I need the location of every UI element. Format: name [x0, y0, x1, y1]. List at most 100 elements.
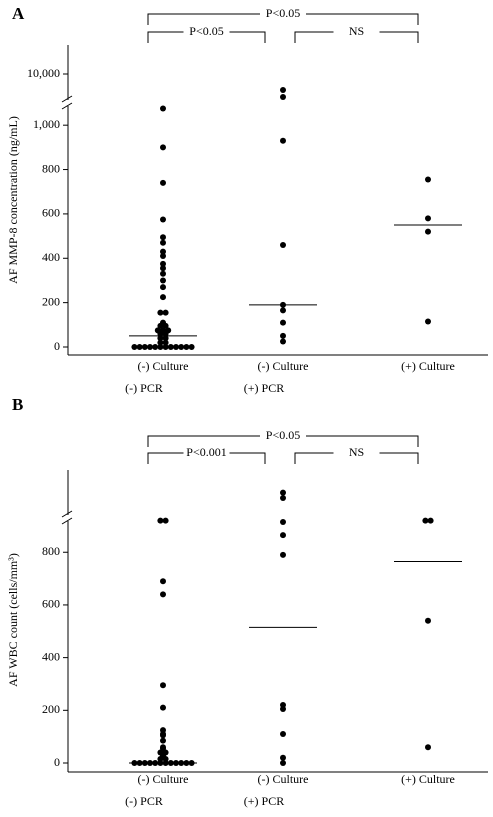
- data-point: [427, 517, 434, 524]
- y-tick-label: 400: [42, 250, 60, 264]
- data-point: [160, 284, 166, 291]
- bracket-label: P<0.05: [266, 428, 300, 442]
- data-point: [160, 260, 166, 267]
- bracket: [147, 452, 266, 464]
- bracket-label: P<0.001: [186, 445, 226, 459]
- data-point: [280, 332, 286, 339]
- data-point: [160, 578, 166, 585]
- y-axis-label: AF WBC count (cells/mm³): [6, 553, 20, 687]
- data-point: [160, 732, 166, 739]
- data-point: [280, 94, 286, 101]
- data-point: [160, 216, 166, 223]
- bracket: [147, 13, 419, 25]
- data-point: [280, 518, 286, 525]
- data-point: [162, 330, 169, 337]
- data-point: [280, 731, 286, 738]
- data-point: [280, 241, 286, 248]
- data-point: [160, 737, 166, 744]
- data-point: [160, 179, 166, 186]
- data-point: [188, 344, 195, 350]
- y-tick-label: 1,000: [33, 117, 60, 131]
- data-point: [157, 339, 164, 346]
- x-tick-label: (-) Culture: [258, 772, 309, 786]
- bracket-label: P<0.05: [266, 6, 300, 20]
- x-tick-label: (-) Culture: [138, 359, 189, 373]
- data-point: [162, 344, 169, 350]
- y-tick-label: 0: [54, 339, 60, 353]
- y-tick-label: 600: [42, 206, 60, 220]
- axis-break: [61, 102, 73, 110]
- bracket-label: NS: [349, 445, 364, 459]
- axis-break: [61, 510, 73, 518]
- x-tick-label: (+) Culture: [401, 772, 455, 786]
- data-point: [280, 307, 286, 314]
- data-point: [160, 270, 166, 277]
- y-axis-label: AF MMP-8 concentration (ng/mL): [6, 116, 20, 284]
- bracket-label: NS: [349, 24, 364, 38]
- data-point: [162, 322, 169, 329]
- data-point: [425, 176, 431, 183]
- x-tick-label: (+) Culture: [401, 359, 455, 373]
- bracket: [147, 435, 419, 447]
- data-point: [280, 87, 286, 94]
- data-point: [425, 215, 431, 222]
- data-point: [280, 495, 286, 501]
- axis-break: [61, 95, 73, 103]
- data-point: [157, 517, 164, 524]
- data-point: [160, 682, 166, 689]
- data-point: [280, 754, 286, 761]
- panel-label: A: [12, 4, 25, 23]
- data-point: [157, 309, 164, 316]
- x-tick-sublabel: (-) PCR: [125, 381, 163, 395]
- bracket: [147, 31, 266, 43]
- y-tick-label: 800: [42, 544, 60, 558]
- bracket-label: P<0.05: [189, 24, 223, 38]
- data-point: [160, 265, 166, 272]
- data-point: [280, 489, 286, 496]
- data-point: [280, 338, 286, 345]
- data-point: [167, 344, 174, 350]
- bracket: [294, 31, 419, 43]
- data-point: [280, 137, 286, 144]
- data-point: [178, 344, 185, 350]
- x-tick-label: (-) Culture: [138, 772, 189, 786]
- y-tick-label: 0: [54, 755, 60, 769]
- data-point: [160, 253, 166, 260]
- data-point: [157, 344, 164, 350]
- data-point: [160, 591, 166, 598]
- data-point: [136, 344, 143, 350]
- axis-break: [61, 517, 73, 525]
- data-point: [162, 339, 169, 346]
- data-point: [160, 704, 166, 711]
- panel-label: B: [12, 395, 23, 414]
- data-point: [162, 335, 169, 342]
- data-point: [141, 344, 148, 350]
- data-point: [160, 248, 166, 255]
- data-point: [160, 234, 166, 241]
- data-point: [157, 335, 164, 342]
- data-point: [425, 318, 431, 325]
- data-point: [425, 617, 431, 624]
- y-tick-label: 400: [42, 649, 60, 663]
- data-point: [173, 344, 179, 350]
- data-point: [160, 294, 166, 301]
- data-point: [280, 551, 286, 558]
- data-point: [152, 344, 159, 350]
- data-point: [147, 344, 153, 350]
- x-tick-sublabel: (+) PCR: [244, 381, 284, 395]
- data-point: [160, 277, 166, 284]
- x-tick-sublabel: (-) PCR: [125, 794, 163, 808]
- y-tick-label: 800: [42, 161, 60, 175]
- data-point: [280, 532, 286, 539]
- x-tick-label: (-) Culture: [258, 359, 309, 373]
- data-point: [183, 344, 190, 350]
- x-tick-sublabel: (+) PCR: [244, 794, 284, 808]
- data-point: [280, 319, 286, 326]
- data-point: [162, 309, 169, 316]
- data-point: [157, 322, 164, 329]
- data-point: [422, 517, 429, 524]
- data-point: [157, 330, 164, 337]
- data-point: [160, 239, 166, 246]
